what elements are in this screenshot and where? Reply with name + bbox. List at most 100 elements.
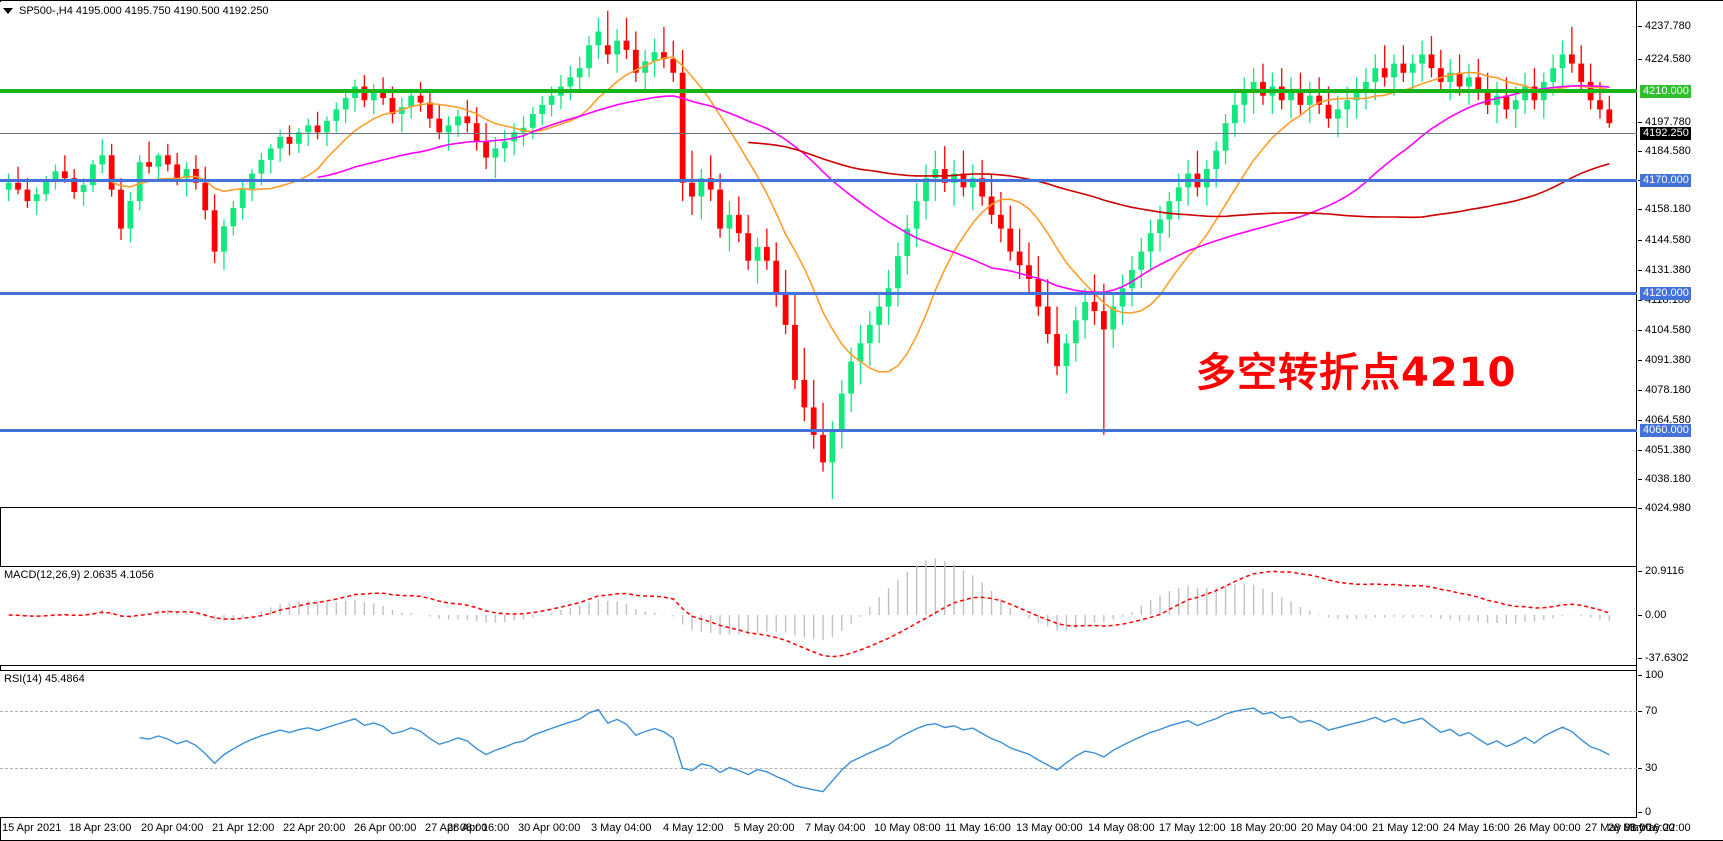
candle-body [211, 210, 218, 252]
candle-body [1157, 219, 1163, 234]
candle-body [118, 189, 124, 229]
time-axis-label: 24 May 16:00 [1443, 822, 1510, 834]
candle-body [1297, 91, 1304, 105]
price-level-badge-4060[interactable]: 4060.000 [1640, 424, 1691, 437]
candle-body [1138, 251, 1145, 270]
price-axis-tick-label: 4024.980 [1645, 502, 1691, 514]
rsi-guide-70 [0, 711, 1637, 712]
price-level-line-4120[interactable] [0, 292, 1637, 295]
candle-body [1447, 72, 1454, 82]
time-axis-label: 22 Apr 20:00 [283, 822, 346, 834]
price-level-line-4060[interactable] [0, 429, 1637, 432]
rsi-axis-tick-label: 0 [1645, 806, 1652, 818]
candle-body [258, 159, 265, 174]
axis-tick-mark [1638, 675, 1642, 676]
axis-tick-mark [1638, 508, 1642, 509]
time-axis-label: 28 May 16:00 [1608, 822, 1675, 834]
time-axis-label: 21 Apr 12:00 [212, 822, 275, 834]
price-axis-tick-label: 4197.780 [1645, 116, 1691, 128]
candle-body [717, 189, 723, 229]
candle-body [408, 95, 415, 108]
price-level-badge-4192[interactable]: 4192.250 [1640, 127, 1691, 140]
price-axis-tick-label: 4091.380 [1645, 354, 1691, 366]
axis-tick-mark [1638, 151, 1642, 152]
chart-annotation-text[interactable]: 多空转折点4210 [1196, 350, 1517, 396]
time-axis-label: 21 May 12:00 [1372, 822, 1439, 834]
price-level-badge-4170[interactable]: 4170.000 [1640, 174, 1691, 187]
candle-body [324, 120, 330, 133]
candle-body [333, 109, 340, 121]
time-axis-label: 17 May 12:00 [1159, 822, 1226, 834]
candle-body [1419, 54, 1426, 64]
axis-tick-mark [1638, 450, 1642, 451]
candle-body [876, 306, 883, 325]
candle-body [361, 86, 368, 101]
candle-body [1260, 81, 1266, 96]
candle-body [342, 97, 349, 110]
candle-body [689, 182, 695, 197]
candle-body [1175, 187, 1182, 202]
price-level-line-4170[interactable] [0, 179, 1637, 182]
candle-body [1550, 68, 1557, 82]
candle-body [1578, 63, 1585, 82]
time-axis-label: 5 May 20:00 [734, 822, 795, 834]
time-axis: 15 Apr 2021 18 Apr 23:00 20 Apr 04:00 21 Ap… [0, 820, 1723, 841]
candle-body [1016, 251, 1023, 266]
candle-body [586, 45, 592, 69]
price-axis[interactable]: 4237.780 4224.580 4197.780 4184.580 4170.000… [1637, 0, 1723, 818]
rsi-axis-tick-label: 70 [1645, 705, 1658, 717]
candle-body [1091, 301, 1098, 312]
price-level-badge-4120[interactable]: 4120.000 [1640, 287, 1691, 300]
price-level-line-4210[interactable] [0, 89, 1637, 93]
candle-body [1391, 63, 1397, 78]
candle-body [1344, 100, 1351, 110]
candle-body [1494, 95, 1500, 105]
candle-body [923, 178, 929, 202]
candle-body [969, 178, 976, 188]
candle-body [1484, 91, 1491, 105]
candle-body [43, 180, 50, 195]
candle-body [1100, 311, 1107, 330]
candle-body [1466, 77, 1472, 87]
candle-body [567, 77, 574, 87]
time-axis-label: 20 Apr 04:00 [141, 822, 204, 834]
price-level-badge-4210[interactable]: 4210.000 [1640, 85, 1691, 98]
candle-body [988, 196, 995, 215]
candle-body [202, 182, 209, 211]
price-level-line-4192 [0, 133, 1637, 134]
candle-body [745, 233, 752, 261]
rsi-guide-30 [0, 768, 1637, 769]
candle-body [1203, 169, 1210, 188]
time-axis-label: 3 May 04:00 [591, 822, 652, 834]
candle-body [792, 324, 798, 380]
candle-body [1409, 63, 1416, 73]
candle-body [230, 207, 237, 227]
candle-body [782, 292, 789, 325]
candle-body [651, 52, 658, 62]
candle-body [492, 148, 499, 158]
axis-tick-mark [1638, 26, 1642, 27]
candle-body [417, 95, 424, 103]
candle-body [1503, 95, 1510, 110]
candle-body [1054, 334, 1060, 367]
candle-body [932, 169, 939, 179]
candle-body [1353, 91, 1360, 101]
candle-body [1072, 320, 1079, 344]
rsi-line [139, 707, 1610, 793]
candle-body [1044, 306, 1051, 335]
candle-body [848, 361, 855, 394]
symbol-quote-text: SP500-,H4 4195.000 4195.750 4190.500 419… [19, 5, 269, 17]
collapse-caret-icon[interactable] [3, 8, 13, 14]
chart-plot-area[interactable] [0, 0, 1637, 818]
candle-body [426, 102, 433, 119]
candle-body [1522, 86, 1528, 101]
macd-axis-tick-label: 0.00 [1645, 609, 1667, 621]
candle-body [99, 155, 106, 165]
candle-body [1400, 63, 1407, 73]
rsi-pane [0, 670, 1637, 818]
axis-tick-mark [1638, 420, 1642, 421]
time-axis-label: 4 May 12:00 [663, 822, 724, 834]
time-axis-label: 26 May 00:00 [1514, 822, 1581, 834]
macd-indicator-label: MACD(12,26,9) 2.0635 4.1056 [4, 569, 154, 581]
candle-body [52, 171, 59, 181]
